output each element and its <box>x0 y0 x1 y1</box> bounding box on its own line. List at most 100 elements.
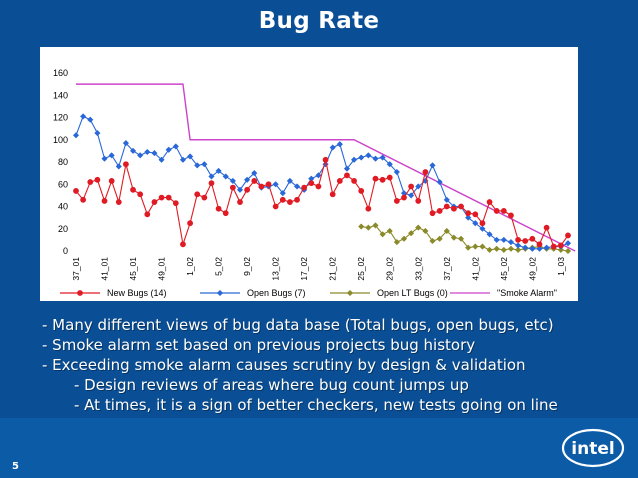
data-point <box>322 156 329 163</box>
data-point <box>358 223 365 230</box>
data-point <box>79 113 87 120</box>
data-point <box>365 152 372 159</box>
data-point <box>251 169 258 177</box>
data-point <box>351 178 357 184</box>
bullet-2: - Smoke alarm set based on previous proj… <box>42 336 476 354</box>
data-point <box>94 176 101 183</box>
data-point <box>379 176 386 183</box>
data-point <box>101 198 108 204</box>
data-point <box>472 220 479 227</box>
data-point <box>329 191 336 198</box>
data-point <box>251 178 258 184</box>
x-tick-label: 33_02 <box>413 257 423 281</box>
data-point <box>137 191 144 198</box>
data-point <box>144 148 151 156</box>
data-point <box>237 199 243 205</box>
data-point <box>379 154 386 161</box>
data-point <box>429 210 436 217</box>
x-tick-label: 1_02 <box>185 257 195 276</box>
data-point <box>129 147 137 155</box>
data-point <box>422 227 429 235</box>
data-point <box>265 181 272 188</box>
y-tick-label: 120 <box>53 113 68 123</box>
legend-label: Open Bugs (7) <box>247 288 306 298</box>
data-point <box>479 225 486 232</box>
data-point <box>179 156 187 163</box>
data-point <box>486 199 493 205</box>
data-point <box>365 205 372 212</box>
x-tick-label: 1_03 <box>556 257 566 276</box>
data-point <box>108 152 115 159</box>
sub-bullet-1: - Design reviews of areas where bug coun… <box>74 376 469 394</box>
x-tick-label: 21_02 <box>328 257 338 281</box>
data-point <box>350 156 358 163</box>
data-point <box>308 180 315 187</box>
y-tick-label: 140 <box>53 90 68 100</box>
x-tick-label: 49_02 <box>527 257 537 281</box>
data-point <box>479 243 486 250</box>
data-point <box>165 146 172 153</box>
data-point <box>108 178 115 184</box>
data-point <box>215 167 222 175</box>
y-tick-label: 80 <box>58 157 68 167</box>
data-point <box>486 231 493 238</box>
data-point <box>151 199 158 205</box>
x-tick-label: 41_01 <box>100 257 110 281</box>
data-point <box>415 198 422 204</box>
intel-logo-text: intel <box>571 439 614 459</box>
data-point <box>557 242 564 249</box>
data-point <box>215 205 222 212</box>
data-point <box>443 196 450 203</box>
data-point <box>564 247 572 255</box>
data-point <box>372 175 379 182</box>
data-point <box>429 162 436 169</box>
data-point <box>194 162 201 169</box>
data-point <box>94 129 101 137</box>
data-point <box>158 156 165 163</box>
data-point <box>194 191 201 198</box>
data-point <box>222 173 229 180</box>
chart-svg: 0 20 40 60 80 100 120 140 160 37_01 41_01 45_01 49_0… <box>53 68 576 298</box>
data-point <box>101 155 108 162</box>
data-point <box>151 149 158 157</box>
series-0 <box>73 156 571 250</box>
sub-bullet-2: - At times, it is a sign of better check… <box>74 396 558 414</box>
data-point <box>201 161 208 168</box>
intel-logo: intel <box>561 428 625 468</box>
data-point <box>315 183 322 190</box>
data-point <box>500 208 507 214</box>
x-tick-label: 37_02 <box>442 257 452 281</box>
data-point <box>565 232 571 239</box>
data-point <box>144 211 151 218</box>
data-point <box>465 214 472 221</box>
data-point <box>87 116 94 123</box>
data-point <box>208 180 215 187</box>
data-point <box>123 161 129 168</box>
legend-marker <box>346 289 354 297</box>
data-point <box>507 245 515 252</box>
data-point <box>543 224 550 231</box>
data-point <box>379 231 386 238</box>
data-point <box>500 246 507 254</box>
series-1 <box>72 113 572 252</box>
x-tick-label: 45_02 <box>499 257 509 281</box>
data-point <box>450 234 458 241</box>
data-point <box>401 194 407 201</box>
data-point <box>208 173 215 180</box>
data-point <box>536 241 543 248</box>
data-point <box>493 236 500 244</box>
data-point <box>201 194 208 201</box>
data-point <box>400 235 408 242</box>
y-tick-label: 40 <box>58 202 68 212</box>
bullet-3: - Exceeding smoke alarm causes scrutiny … <box>42 356 526 374</box>
data-point <box>172 143 179 150</box>
x-tick-label: 45_01 <box>128 257 138 281</box>
data-point <box>458 203 464 210</box>
data-point <box>358 188 365 194</box>
data-point <box>272 181 279 188</box>
data-point <box>372 155 379 162</box>
data-point <box>279 196 286 203</box>
data-point <box>529 235 536 242</box>
x-tick-label: 49_01 <box>157 257 167 281</box>
data-point <box>436 235 443 242</box>
